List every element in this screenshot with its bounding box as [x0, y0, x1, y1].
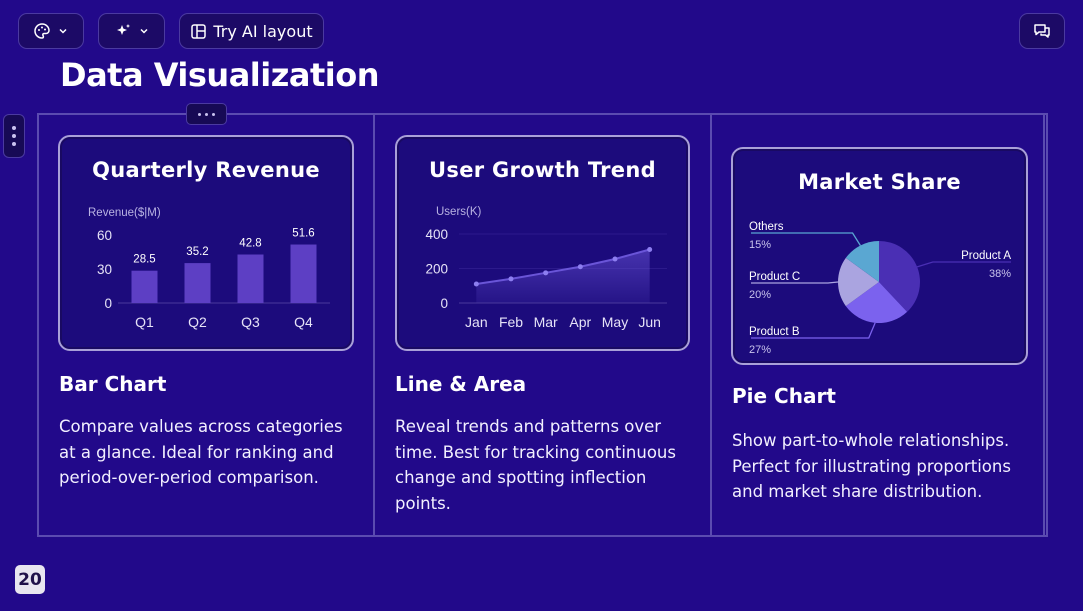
slice-percent: 15% — [749, 239, 771, 251]
x-tick-label: Q2 — [188, 314, 207, 330]
bar — [184, 263, 211, 303]
series-line — [476, 248, 650, 286]
data-point — [473, 281, 479, 287]
y-tick-label: 200 — [425, 262, 448, 277]
slice-label: Others — [749, 221, 784, 233]
data-label: 42.8 — [239, 237, 261, 249]
y-tick-label: 0 — [440, 296, 448, 311]
content-grid — [37, 113, 1048, 537]
slide-drag-handle[interactable] — [3, 114, 25, 158]
column-heading: Bar Chart — [59, 372, 167, 396]
column-heading: Line & Area — [395, 372, 527, 396]
y-tick-label: 0 — [104, 296, 112, 311]
layout-icon — [191, 23, 207, 39]
try-ai-layout-label: Try AI layout — [213, 21, 313, 41]
slice-percent: 20% — [749, 289, 771, 301]
leader-line — [751, 322, 876, 339]
slice-label: Product C — [749, 271, 800, 283]
y-axis-label: Revenue($|M) — [88, 207, 161, 219]
line-chart: Users(K) 0 200 400 Jan Feb Mar Apr May Jun — [425, 206, 667, 330]
try-ai-layout-button[interactable]: Try AI layout — [179, 13, 324, 49]
palette-icon — [34, 23, 50, 39]
column-divider — [373, 113, 375, 537]
ai-assist-button[interactable] — [98, 13, 165, 49]
x-tick-label: Q1 — [135, 314, 154, 330]
x-tick-label: Q4 — [294, 314, 313, 330]
page-number: 20 — [15, 565, 45, 594]
chart-title: Quarterly Revenue — [92, 158, 320, 182]
x-tick-label: Apr — [569, 314, 591, 330]
data-point — [508, 276, 514, 282]
column-divider — [710, 113, 712, 537]
x-tick-label: Mar — [534, 314, 558, 330]
leader-line — [751, 232, 861, 246]
slice-percent: 38% — [989, 268, 1011, 280]
chat-icon — [1034, 24, 1050, 38]
y-axis-label: Users(K) — [436, 206, 482, 218]
bar-chart: Revenue($|M) 0 30 60 28.5 Q1 35.2 Q2 42.8 Q3 51.6 Q… — [88, 207, 330, 330]
column-divider — [1043, 113, 1045, 537]
bar — [237, 254, 264, 303]
leader-line — [751, 281, 839, 284]
pie-slice — [838, 257, 879, 307]
y-tick-label: 30 — [97, 262, 112, 277]
column-heading: Pie Chart — [732, 384, 836, 408]
pie-chart-card: Market Share Product A 38% Product B 27% Pro… — [731, 147, 1028, 365]
chevron-down-icon — [139, 28, 148, 34]
column-description: Show part-to-whole relationships. Perfec… — [732, 431, 1011, 501]
x-tick-label: Jan — [465, 314, 488, 330]
slice-label: Product B — [749, 326, 800, 338]
x-tick-label: May — [602, 314, 628, 330]
data-label: 35.2 — [186, 246, 208, 258]
bar — [290, 244, 317, 303]
data-label: 28.5 — [133, 254, 155, 266]
comments-button[interactable] — [1019, 13, 1065, 49]
column-description: Compare values across categories at a gl… — [59, 417, 343, 487]
data-point — [577, 264, 583, 270]
chevron-down-icon — [59, 28, 67, 34]
slice-percent: 27% — [749, 344, 771, 356]
data-point — [647, 247, 653, 253]
x-tick-label: Feb — [499, 314, 523, 330]
leader-line — [916, 261, 1011, 268]
pie-slice — [845, 241, 879, 282]
x-tick-label: Jun — [638, 314, 661, 330]
chart-title: Market Share — [798, 170, 961, 194]
block-drag-handle[interactable] — [186, 103, 227, 125]
data-point — [543, 270, 549, 276]
pie-chart: Product A 38% Product B 27% Product C 20% Othe… — [749, 221, 1011, 356]
slice-label: Product A — [961, 250, 1011, 262]
theme-button[interactable] — [18, 13, 84, 49]
sparkles-icon — [116, 24, 130, 35]
bar — [131, 270, 158, 303]
pie-slice — [879, 241, 920, 312]
pie-slice — [845, 282, 908, 323]
data-point — [612, 256, 618, 262]
data-label: 51.6 — [292, 228, 314, 240]
y-tick-label: 400 — [425, 227, 448, 242]
chart-title: User Growth Trend — [429, 158, 656, 182]
y-tick-label: 60 — [97, 228, 112, 243]
page-title: Data Visualization — [60, 56, 379, 94]
line-chart-card: User Growth Trend Users(K) 0 200 400 Jan Feb M… — [395, 135, 690, 351]
bar-chart-card: Quarterly Revenue Revenue($|M) 0 30 60 28.5 Q… — [58, 135, 354, 351]
area-fill — [476, 249, 650, 303]
x-tick-label: Q3 — [241, 314, 260, 330]
column-description: Reveal trends and patterns over time. Be… — [395, 417, 676, 513]
